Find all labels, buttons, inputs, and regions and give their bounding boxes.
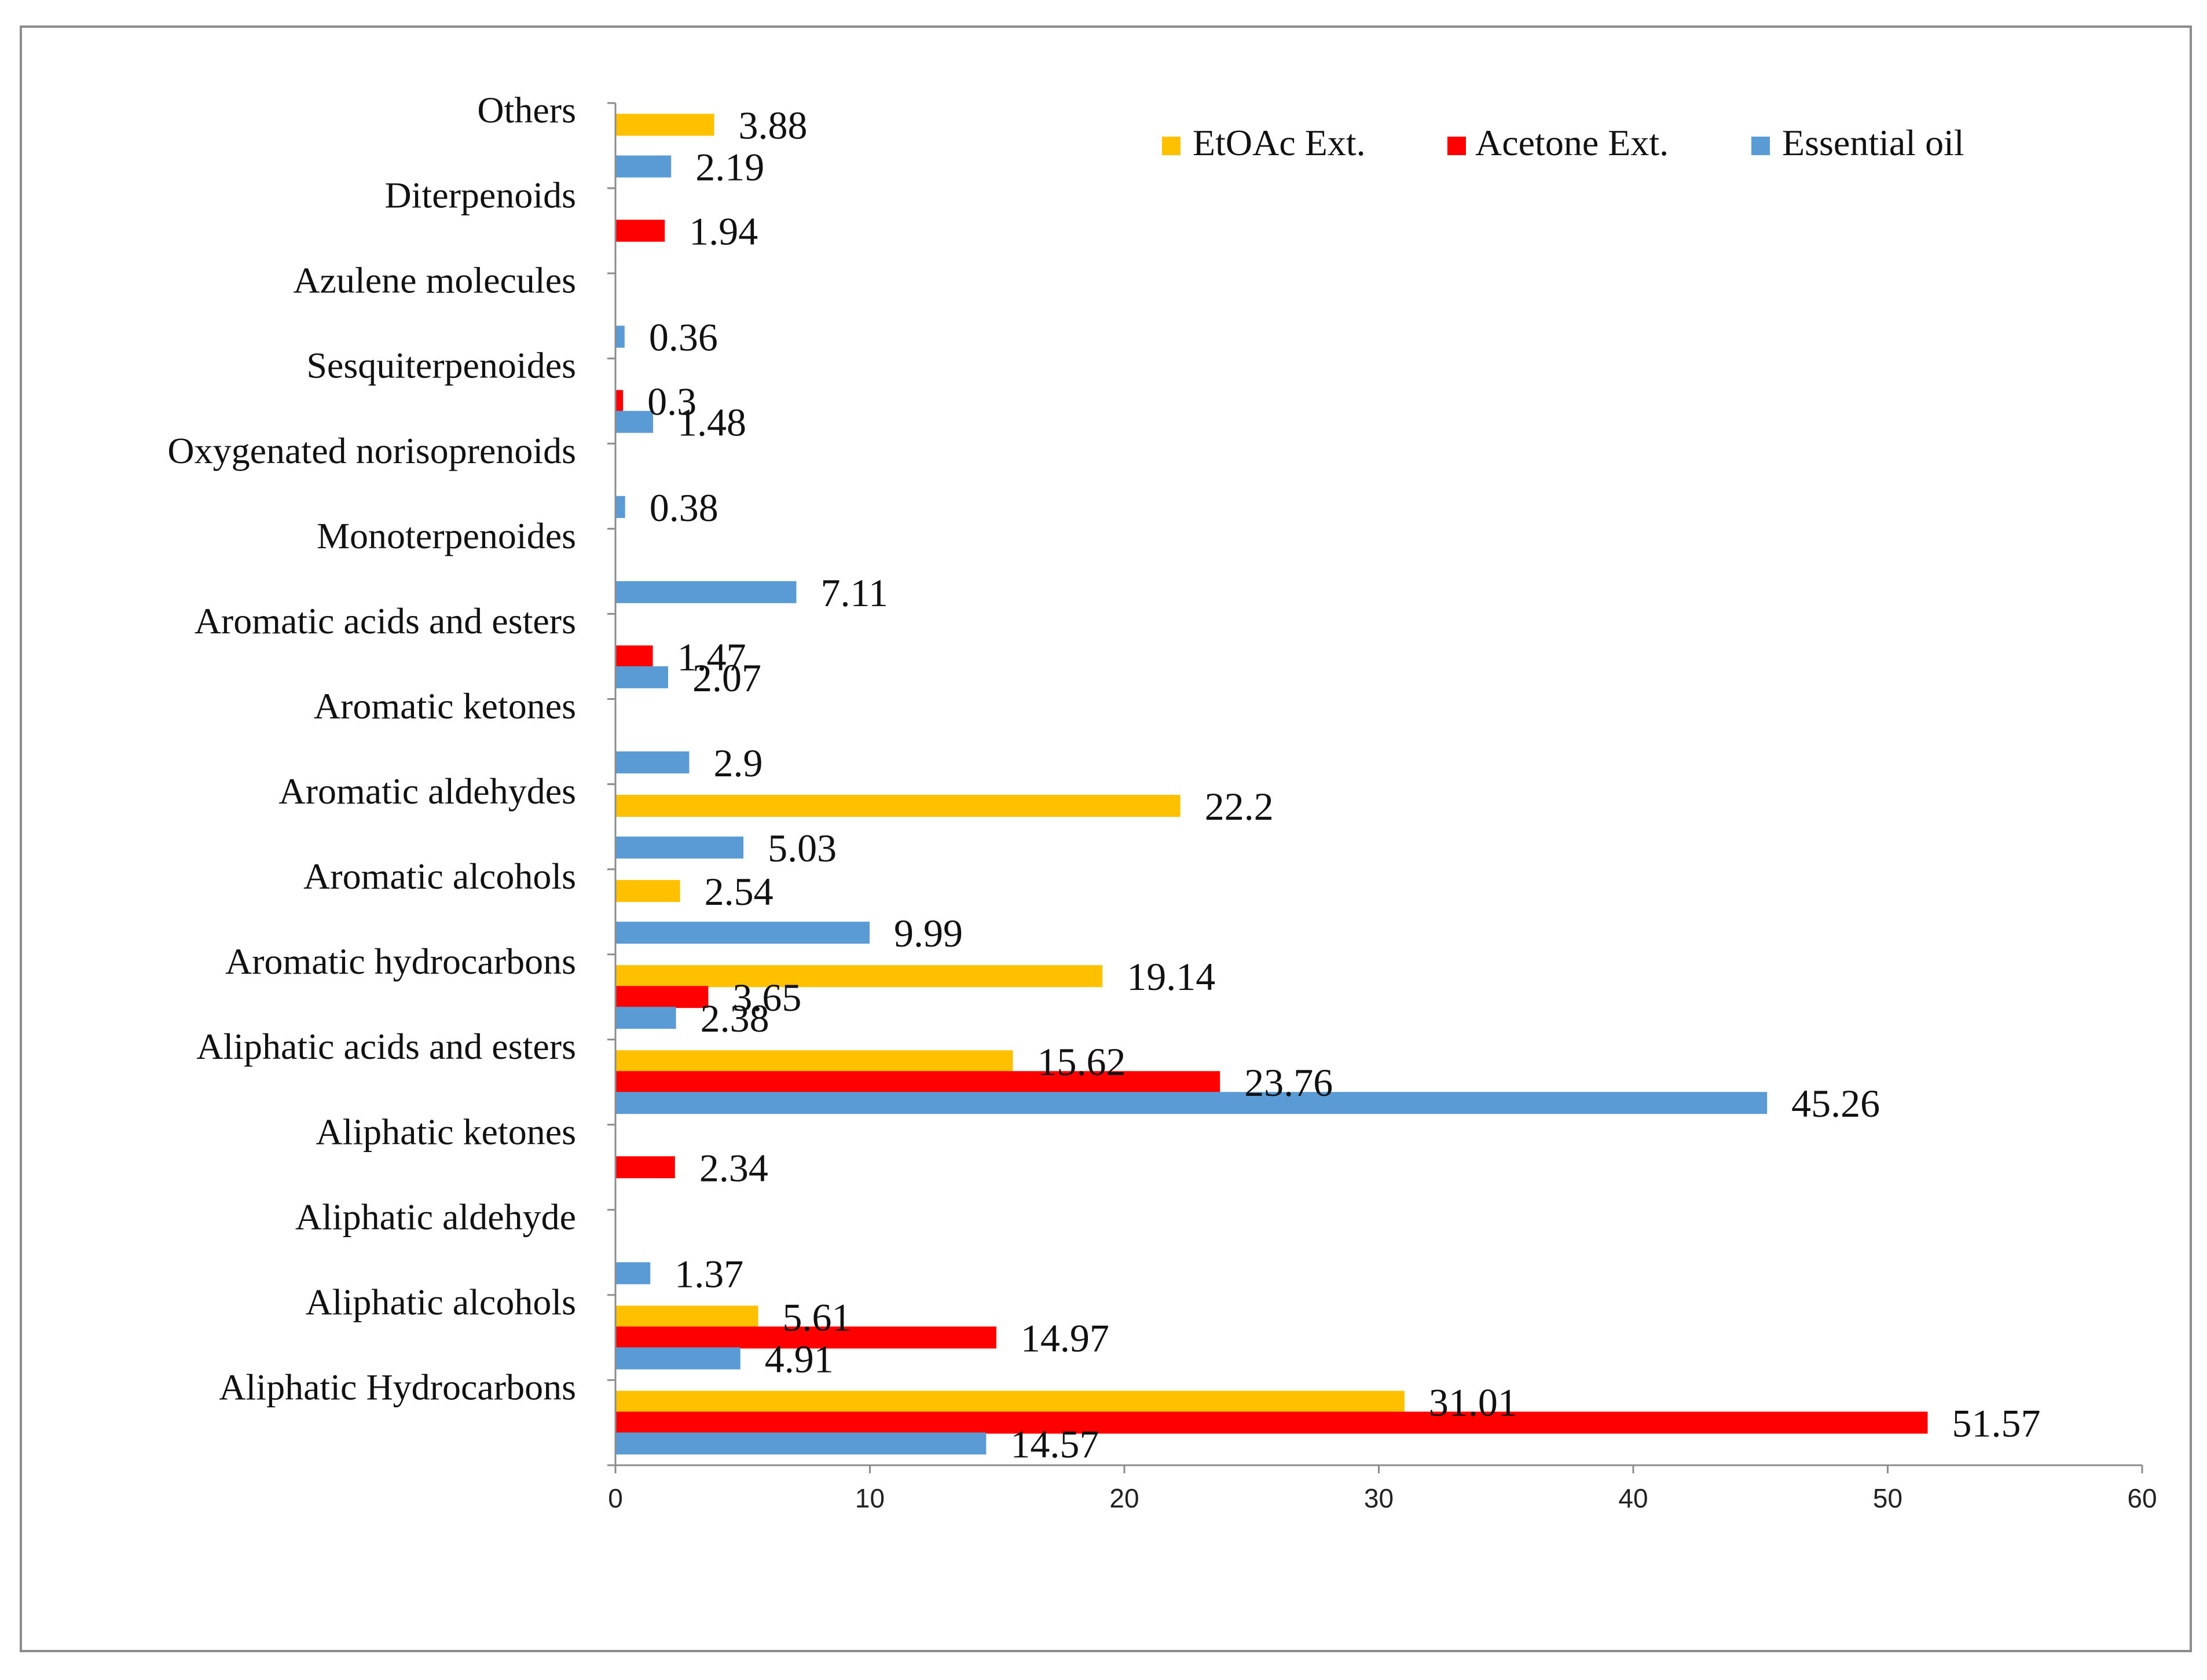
bar-essential-oil-aromatic-aldehydes [615,837,744,859]
value-label-essential-oil-aromatic-ketones: 2.9 [713,741,762,785]
bar-etoac-ext-aromatic-alcohols [615,880,680,903]
legend-swatch-etoac-ext [1162,137,1181,155]
legend-swatch-acetone-ext [1447,137,1466,155]
value-labels: 31.01 51.57 14.57 5.61 14.97 4.91 1.37 2.34 15.6… [647,104,2040,1466]
x-tick-label: 60 [2127,1483,2157,1513]
value-label-etoac-ext-aromatic-aldehydes: 22.2 [1205,784,1274,828]
value-label-essential-oil-aliphatic-hydrocarbons: 14.57 [1010,1422,1099,1466]
bar-etoac-ext-others [615,113,714,136]
bar-essential-oil-oxygenated-norisoprenoids [615,496,625,518]
chart-frame [20,25,2192,1652]
x-tick-label: 20 [1109,1483,1139,1513]
bar-acetone-ext-aromatic-acids-and-esters [615,645,653,667]
value-label-acetone-ext-aliphatic-alcohols: 14.97 [1021,1316,1109,1360]
value-label-essential-oil-azulene-molecules: 0.36 [649,316,718,360]
value-label-etoac-ext-aromatic-alcohols: 2.54 [705,870,773,914]
category-label-aromatic-ketones: Aromatic ketones [314,685,576,727]
value-label-etoac-ext-aliphatic-alcohols: 5.61 [783,1295,852,1339]
category-label-aliphatic-aldehyde: Aliphatic aldehyde [295,1196,576,1237]
category-label-oxygenated-norisoprenoids: Oxygenated norisoprenoids [167,430,576,471]
bar-essential-oil-aromatic-alcohols [615,922,870,944]
x-tick-label: 50 [1873,1483,1902,1513]
bar-acetone-ext-sesquiterpenoides [615,390,624,412]
bar-acetone-ext-diterpenoids [615,219,665,242]
value-label-essential-oil-oxygenated-norisoprenoids: 0.38 [650,486,718,530]
bar-essential-oil-monoterpenoides [615,581,797,603]
value-label-acetone-ext-aromatic-acids-and-esters: 1.47 [677,635,746,679]
bar-essential-oil-aromatic-ketones [615,751,690,773]
bar-etoac-ext-aromatic-hydrocarbons [615,965,1103,988]
x-tick-label: 40 [1618,1483,1648,1513]
axes-layer: 0 10 20 30 40 50 60 [607,102,2157,1513]
bar-acetone-ext-aliphatic-ketones [615,1156,675,1179]
category-label-aromatic-aldehydes: Aromatic aldehydes [278,771,576,812]
category-label-diterpenoids: Diterpenoids [384,175,576,216]
value-label-etoac-ext-others: 3.88 [739,104,808,148]
value-label-etoac-ext-aromatic-hydrocarbons: 19.14 [1127,955,1215,999]
legend-label-etoac-ext: EtOAc Ext. [1193,122,1366,163]
category-label-aromatic-alcohols: Aromatic alcohols [303,856,576,897]
bar-etoac-ext-aliphatic-acids-and-esters [615,1050,1013,1073]
value-label-etoac-ext-aliphatic-acids-and-esters: 15.62 [1037,1040,1126,1084]
category-labels: Aliphatic Hydrocarbons Aliphatic alcohols… [167,90,576,1408]
value-label-acetone-ext-aliphatic-ketones: 2.34 [699,1146,768,1190]
value-label-essential-oil-sesquiterpenoides: 1.48 [677,401,746,445]
bar-essential-oil-aliphatic-alcohols [615,1347,740,1370]
bar-etoac-ext-aromatic-aldehydes [615,795,1181,817]
value-label-acetone-ext-diterpenoids: 1.94 [689,210,758,254]
x-tick-label: 30 [1364,1483,1394,1513]
value-label-essential-oil-aliphatic-aldehyde: 1.37 [674,1252,743,1296]
bar-essential-oil-sesquiterpenoides [615,410,654,433]
bar-acetone-ext-aliphatic-hydrocarbons [615,1411,1928,1434]
bar-acetone-ext-aliphatic-acids-and-esters [615,1071,1220,1094]
bar-essential-oil-aromatic-acids-and-esters [615,666,668,688]
value-label-essential-oil-aromatic-aldehydes: 5.03 [768,826,837,870]
bar-acetone-ext-aliphatic-alcohols [615,1326,996,1349]
bar-essential-oil-aliphatic-acids-and-esters [615,1092,1768,1114]
bar-essential-oil-aromatic-hydrocarbons [615,1007,676,1029]
value-label-acetone-ext-sesquiterpenoides: 0.3 [647,380,696,424]
value-label-essential-oil-monoterpenoides: 7.11 [820,571,888,615]
legend-label-acetone-ext: Acetone Ext. [1475,122,1669,163]
bar-essential-oil-aliphatic-hydrocarbons [615,1432,987,1455]
value-label-acetone-ext-aliphatic-hydrocarbons: 51.57 [1952,1401,2041,1445]
bar-essential-oil-others [615,155,672,178]
value-label-essential-oil-aromatic-acids-and-esters: 2.07 [692,656,761,700]
bars-layer [615,113,1928,1455]
x-tick-label: 0 [608,1483,623,1513]
value-label-essential-oil-others: 2.19 [695,145,764,189]
legend: EtOAc Ext. Acetone Ext. Essential oil [1162,122,1964,163]
bar-essential-oil-azulene-molecules [615,325,625,348]
category-label-aromatic-acids-and-esters: Aromatic acids and esters [195,600,576,641]
value-label-essential-oil-aliphatic-alcohols: 4.91 [765,1337,834,1381]
value-label-acetone-ext-aromatic-hydrocarbons: 3.65 [732,975,801,1019]
value-label-essential-oil-aromatic-alcohols: 9.99 [894,911,963,955]
value-label-etoac-ext-aliphatic-hydrocarbons: 31.01 [1429,1380,1517,1424]
category-label-sesquiterpenoides: Sesquiterpenoides [306,345,576,386]
bar-essential-oil-aliphatic-aldehyde [615,1262,651,1285]
legend-swatch-essential-oil [1751,137,1770,155]
category-label-aromatic-hydrocarbons: Aromatic hydrocarbons [225,941,576,982]
category-label-azulene-molecules: Azulene molecules [293,260,576,301]
category-label-aliphatic-alcohols: Aliphatic alcohols [306,1281,576,1322]
value-label-acetone-ext-aliphatic-acids-and-esters: 23.76 [1244,1061,1333,1105]
x-tick-label: 10 [855,1483,885,1513]
value-label-essential-oil-aromatic-hydrocarbons: 2.38 [701,996,769,1040]
category-label-others: Others [477,90,576,131]
category-label-aliphatic-ketones: Aliphatic ketones [316,1111,576,1152]
category-label-monoterpenoides: Monoterpenoides [317,515,576,556]
value-label-essential-oil-aliphatic-acids-and-esters: 45.26 [1791,1081,1880,1125]
bar-acetone-ext-aromatic-hydrocarbons [615,986,709,1008]
bar-etoac-ext-aliphatic-hydrocarbons [615,1391,1405,1413]
bar-etoac-ext-aliphatic-alcohols [615,1305,758,1328]
category-label-aliphatic-hydrocarbons: Aliphatic Hydrocarbons [219,1366,576,1407]
category-label-aliphatic-acids-and-esters: Aliphatic acids and esters [196,1026,576,1067]
legend-label-essential-oil: Essential oil [1782,122,1964,163]
